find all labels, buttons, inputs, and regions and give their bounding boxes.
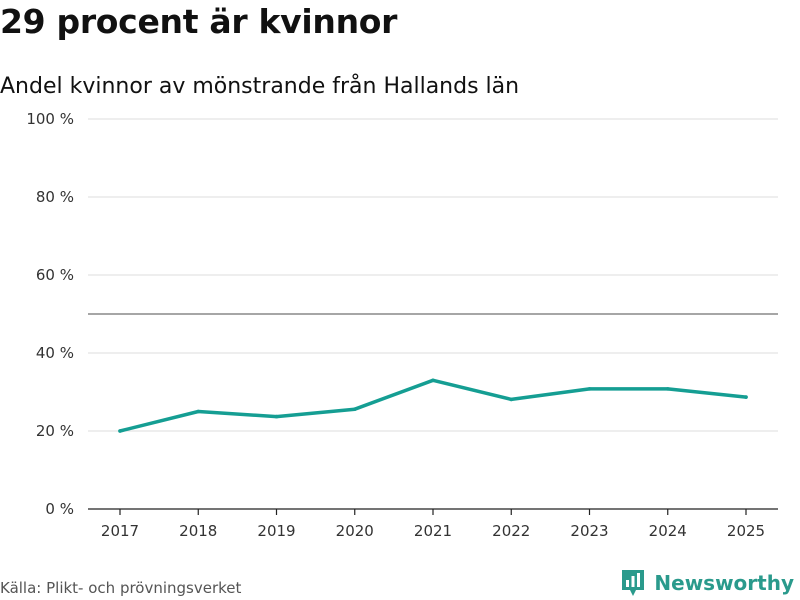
data-point-2022 <box>509 397 514 402</box>
brand-name: Newsworthy <box>654 571 794 595</box>
y-tick-labels: 0 % 20 % 40 % 60 % 80 % 100 % <box>26 110 74 518</box>
y-tick-label-40: 40 % <box>36 344 74 362</box>
y-tick-label-20: 20 % <box>36 422 74 440</box>
y-tick-label-60: 60 % <box>36 266 74 284</box>
y-tick-label-100: 100 % <box>26 110 74 128</box>
y-tick-label-0: 0 % <box>45 500 74 518</box>
data-point-2024 <box>665 387 670 391</box>
x-tick-label-2017: 2017 <box>101 522 139 540</box>
series-line-0 <box>118 378 748 433</box>
x-tick-label-2025: 2025 <box>727 522 765 540</box>
source-note: Källa: Plikt- och prövningsverket <box>0 579 242 597</box>
x-tick-label-2019: 2019 <box>257 522 295 540</box>
data-point-2023 <box>587 387 592 391</box>
x-tick-label-2021: 2021 <box>414 522 452 540</box>
brand-logo: Newsworthy <box>620 568 794 598</box>
newsworthy-logo-icon <box>622 570 645 596</box>
x-tick-label-2022: 2022 <box>492 522 530 540</box>
data-point-2017 <box>118 429 122 433</box>
x-tick-label-2020: 2020 <box>336 522 374 540</box>
grid-lines <box>88 118 778 432</box>
data-point-2025 <box>744 395 748 399</box>
series-group <box>118 378 748 433</box>
data-point-2019 <box>274 414 279 419</box>
data-point-2018 <box>196 409 201 414</box>
data-point-2021 <box>431 378 435 383</box>
x-tick-label-2023: 2023 <box>570 522 608 540</box>
x-tick-label-2018: 2018 <box>179 522 217 540</box>
chart-title: 29 procent är kvinnor <box>0 2 398 41</box>
y-tick-label-80: 80 % <box>36 188 74 206</box>
data-point-2020 <box>352 407 357 411</box>
x-tick-labels: 2017 2018 2019 2020 2021 2022 2023 2024 2025 <box>101 522 765 540</box>
x-axis <box>88 508 778 515</box>
chart-subtitle: Andel kvinnor av mönstrande från Halland… <box>0 74 520 99</box>
x-tick-label-2024: 2024 <box>649 522 687 540</box>
